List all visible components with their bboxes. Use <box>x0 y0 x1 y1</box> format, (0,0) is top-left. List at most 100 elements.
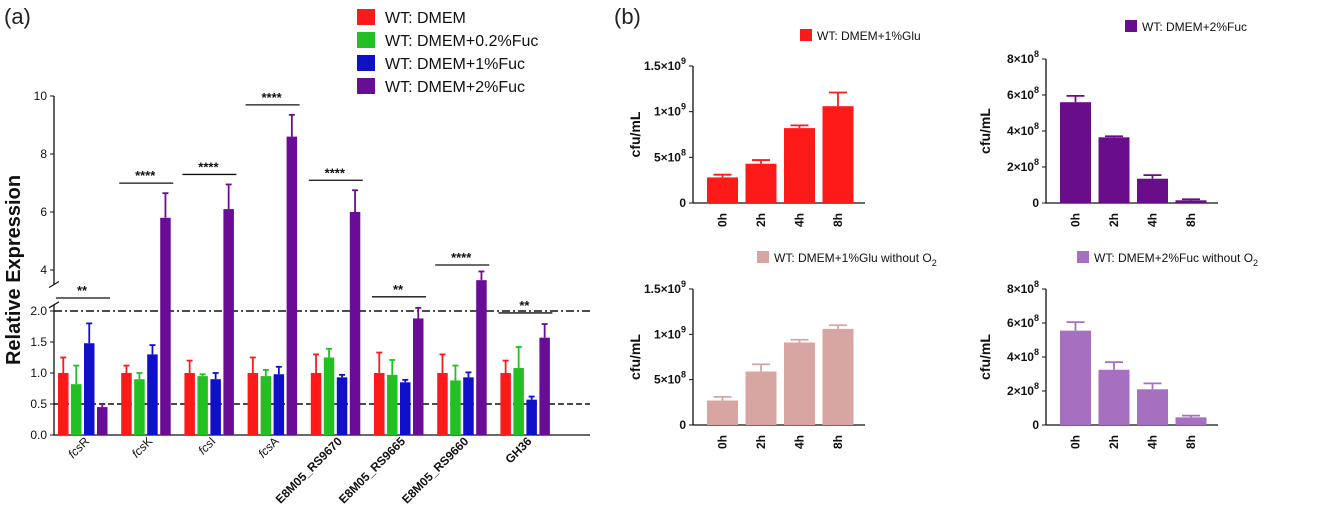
bar <box>134 379 145 435</box>
y-tick-label: 5×108 <box>654 147 686 164</box>
bar <box>1060 330 1091 425</box>
bar <box>1175 417 1207 425</box>
y-tick-label: 2×108 <box>1007 381 1039 398</box>
x-tick-label: 2h <box>1107 213 1121 227</box>
bar <box>500 373 511 435</box>
legend-label: WT: DMEM+1%Glu <box>817 29 921 43</box>
y-tick-exponent: 8 <box>1034 85 1039 95</box>
bar <box>260 376 272 435</box>
y-tick-mantissa: 8×10 <box>1007 52 1034 66</box>
x-tick-label: 8h <box>831 213 845 227</box>
bar <box>71 384 82 435</box>
bar <box>822 106 854 203</box>
y-tick-exponent: 8 <box>1034 381 1039 391</box>
x-tick-label: 0h <box>1069 435 1083 449</box>
bar <box>286 136 298 435</box>
bar <box>784 128 815 203</box>
x-tick-label-text: E8M05_RS9665 <box>336 434 408 506</box>
x-tick-label: 4h <box>793 435 807 449</box>
bar <box>463 377 474 435</box>
y-tick-label: 0 <box>1032 418 1039 432</box>
x-tick-label: 8h <box>1184 435 1198 449</box>
y-tick-label: 1×109 <box>654 324 686 341</box>
y-tick-label: 10 <box>34 89 48 103</box>
y-tick-label: 6×108 <box>1007 313 1039 330</box>
bar <box>223 209 234 435</box>
bar <box>210 379 221 435</box>
x-tick-label-text: GH36 <box>502 434 534 466</box>
y-tick-label: 4×108 <box>1007 121 1039 138</box>
legend-label: WT: DMEM+2%Fuc <box>1142 20 1247 34</box>
bar <box>58 373 69 435</box>
legend-label-subscript: 2 <box>932 258 937 268</box>
y-tick-mantissa: 8×10 <box>1007 282 1034 296</box>
significance-label: ** <box>393 282 404 297</box>
y-tick-exponent: 8 <box>1034 157 1039 167</box>
bar <box>160 217 171 435</box>
legend-swatch <box>757 251 769 263</box>
y-tick-label: 4×108 <box>1007 347 1039 364</box>
bar <box>745 163 777 203</box>
significance-label: ** <box>519 298 530 313</box>
significance-label: **** <box>135 168 156 183</box>
y-tick-mantissa: 4×10 <box>1007 124 1034 138</box>
y-tick-mantissa: 0 <box>1032 196 1039 210</box>
x-tick-label: fcsK <box>129 434 155 460</box>
legend-label-text: WT: DMEM+1%Glu without O <box>774 251 932 265</box>
bar <box>387 374 398 435</box>
bar <box>400 382 411 435</box>
legend-label: WT: DMEM+0.2%Fuc <box>385 33 538 50</box>
bar <box>1060 102 1091 203</box>
y-tick-label: 1.0 <box>30 366 47 380</box>
bar <box>97 407 108 435</box>
bar <box>476 280 487 435</box>
legend-label-text: WT: DMEM+2%Fuc without O <box>1094 251 1253 265</box>
bar <box>513 368 524 435</box>
x-tick-label: 2h <box>754 213 768 227</box>
x-tick-label: 8h <box>831 435 845 449</box>
bar <box>147 354 158 435</box>
x-tick-label: 4h <box>793 213 807 227</box>
y-tick-mantissa: 6×10 <box>1007 316 1034 330</box>
bar <box>1098 137 1130 203</box>
x-tick-label: 2h <box>754 435 768 449</box>
bar <box>822 328 854 425</box>
y-tick-mantissa: 4×10 <box>1007 350 1034 364</box>
y-tick-label: 6 <box>40 205 47 219</box>
y-tick-mantissa: 2×10 <box>1007 384 1034 398</box>
legend-swatch <box>357 32 375 48</box>
y-tick-label: 4 <box>40 263 47 277</box>
legend-swatch <box>1125 20 1137 32</box>
significance-label: **** <box>261 90 282 105</box>
y-tick-exponent: 9 <box>681 279 686 289</box>
y-tick-label: 8 <box>40 147 47 161</box>
y-axis-label: cfu/mL <box>977 334 993 380</box>
x-tick-label: 0h <box>1069 213 1083 227</box>
x-tick-label: fcsI <box>195 434 218 457</box>
y-axis-label: cfu/mL <box>627 334 643 380</box>
bar <box>349 212 361 435</box>
legend-swatch <box>800 29 812 41</box>
y-tick-label: 6×108 <box>1007 85 1039 102</box>
y-tick-mantissa: 1.5×10 <box>644 282 681 296</box>
legend-swatch <box>1077 251 1089 263</box>
bar <box>413 318 424 435</box>
legend-label: WT: DMEM+1%Glu without O2 <box>774 251 937 268</box>
legend-label: WT: DMEM+2%Fuc without O2 <box>1094 251 1258 268</box>
bar <box>336 377 348 435</box>
y-tick-mantissa: 0 <box>1032 418 1039 432</box>
y-tick-exponent: 9 <box>681 324 686 334</box>
y-tick-label: 0 <box>679 196 686 210</box>
x-tick-label: 8h <box>1184 213 1198 227</box>
significance-label: **** <box>198 159 219 174</box>
x-tick-label: fcsR <box>65 434 92 461</box>
x-tick-label: 2h <box>1107 435 1121 449</box>
y-tick-exponent: 8 <box>681 370 686 380</box>
y-tick-mantissa: 2×10 <box>1007 160 1034 174</box>
y-tick-label: 0.0 <box>30 428 47 442</box>
bar <box>437 373 448 435</box>
